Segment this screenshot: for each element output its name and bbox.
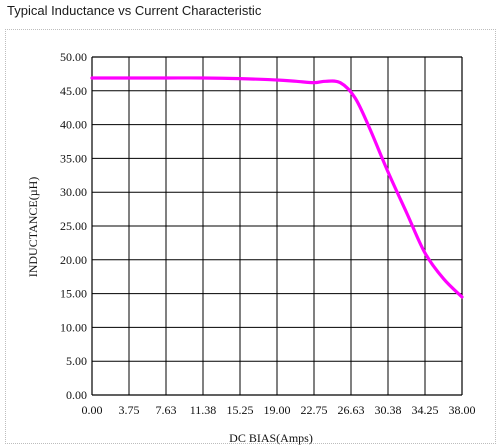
page-title: Typical Inductance vs Current Characteri… xyxy=(7,3,262,18)
y-axis-ticks: 50.00 45.00 40.00 35.00 30.00 25.00 20.00 15.00… xyxy=(60,50,87,402)
y-axis-label: INDUCTANCE(µH) xyxy=(26,177,40,278)
y-tick-label: 30.00 xyxy=(60,185,87,199)
y-tick-label: 50.00 xyxy=(60,50,87,64)
inductance-curve xyxy=(90,76,464,299)
x-tick-label: 38.00 xyxy=(449,403,476,417)
chart-frame xyxy=(5,29,496,444)
x-axis-label: DC BIAS(Amps) xyxy=(229,431,313,445)
x-tick-label: 0.00 xyxy=(82,403,103,417)
y-tick-label: 5.00 xyxy=(66,354,87,368)
x-tick-label: 19.00 xyxy=(264,403,291,417)
chart-grid xyxy=(91,56,463,396)
x-tick-label: 3.75 xyxy=(119,403,140,417)
x-tick-label: 30.38 xyxy=(375,403,402,417)
y-tick-label: 25.00 xyxy=(60,219,87,233)
y-tick-label: 45.00 xyxy=(60,84,87,98)
x-tick-label: 11.38 xyxy=(190,403,217,417)
x-tick-label: 22.75 xyxy=(301,403,328,417)
y-tick-label: 15.00 xyxy=(60,287,87,301)
y-tick-label: 20.00 xyxy=(60,253,87,267)
y-tick-label: 0.00 xyxy=(66,388,87,402)
x-axis-ticks: 0.00 3.75 7.63 11.38 15.25 19.00 22.75 26.63 30.… xyxy=(82,403,476,417)
chart-series xyxy=(90,76,464,299)
y-tick-label: 35.00 xyxy=(60,151,87,165)
x-tick-label: 26.63 xyxy=(338,403,365,417)
x-tick-label: 7.63 xyxy=(156,403,177,417)
x-tick-label: 34.25 xyxy=(412,403,439,417)
y-tick-label: 40.00 xyxy=(60,118,87,132)
y-tick-label: 10.00 xyxy=(60,320,87,334)
x-tick-label: 15.25 xyxy=(227,403,254,417)
